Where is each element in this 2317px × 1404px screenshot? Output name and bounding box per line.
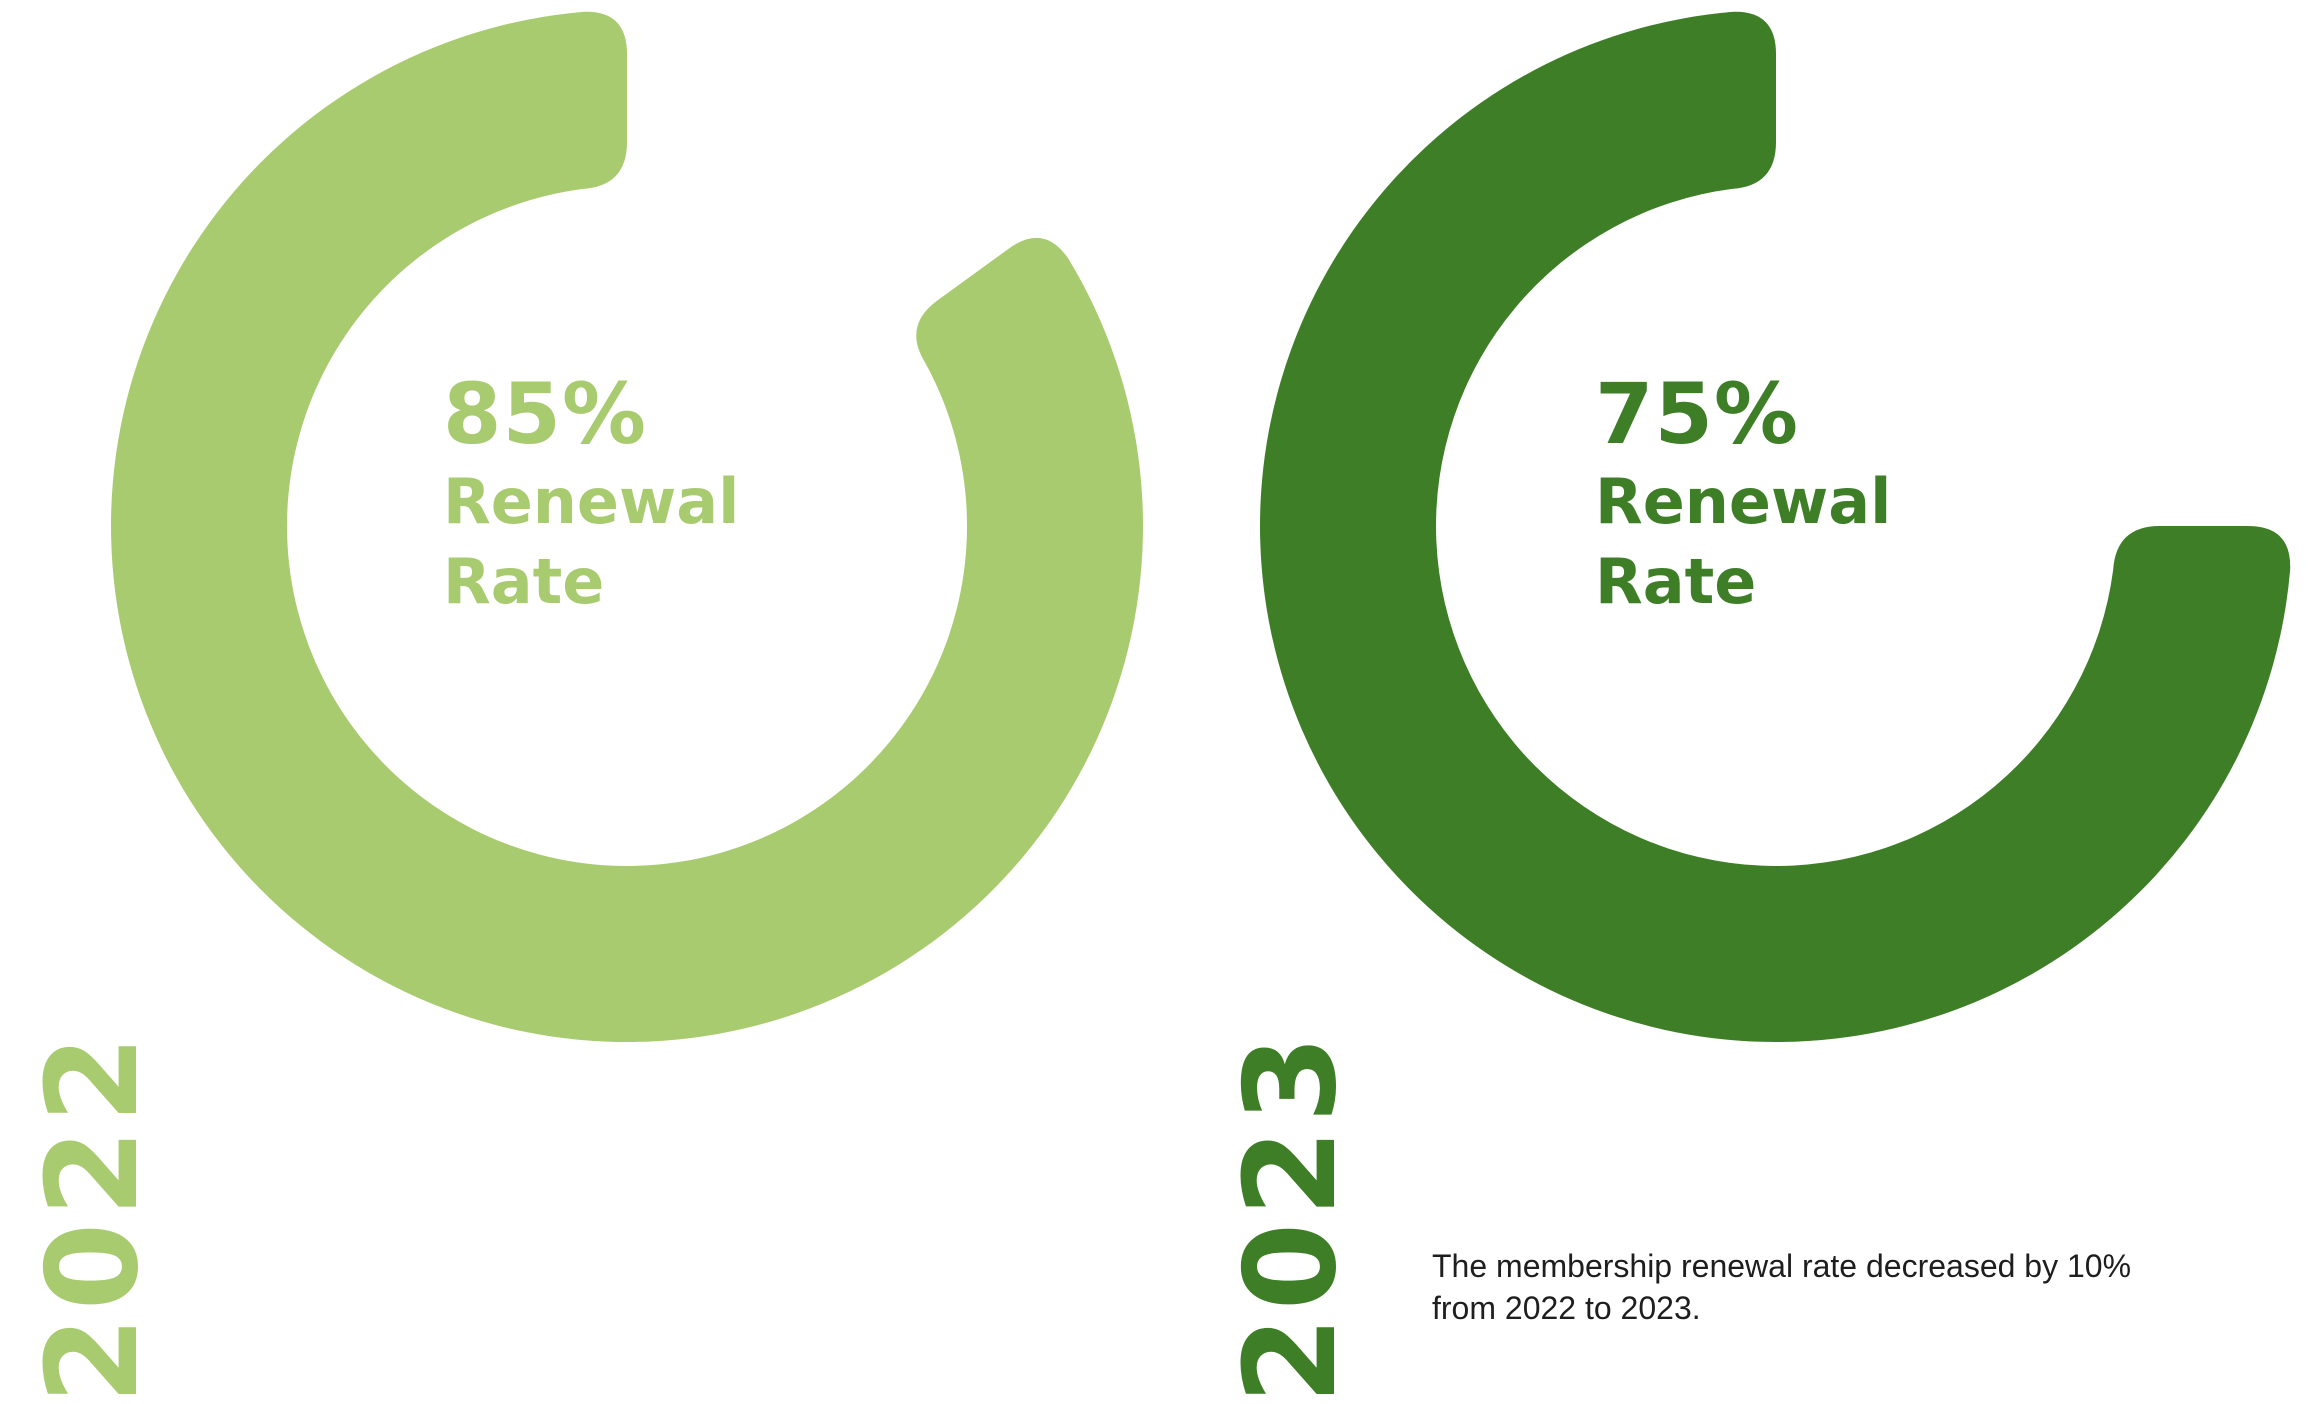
- summary-note-line2: from 2022 to 2023.: [1432, 1290, 1701, 1326]
- label-renewal-2022: Renewal: [443, 465, 740, 538]
- label-rate-2022: Rate: [443, 545, 605, 618]
- center-label-2023: 75% Renewal Rate: [1595, 372, 1891, 622]
- year-label-2023: 2023: [1217, 1029, 1364, 1404]
- donut-arc-2022: [110, 11, 1143, 1042]
- year-label-2022: 2022: [19, 1029, 166, 1404]
- label-rate-2023: Rate: [1595, 545, 1757, 618]
- donut-arc-2023: [1260, 11, 2291, 1042]
- percentage-value-2023: 75%: [1595, 365, 1800, 463]
- label-renewal-2023: Renewal: [1595, 465, 1892, 538]
- summary-note: The membership renewal rate decreased by…: [1432, 1245, 2252, 1329]
- summary-note-line1: The membership renewal rate decreased by…: [1432, 1248, 2132, 1284]
- center-label-2022: 85% Renewal Rate: [443, 372, 739, 622]
- percentage-value-2022: 85%: [443, 365, 648, 463]
